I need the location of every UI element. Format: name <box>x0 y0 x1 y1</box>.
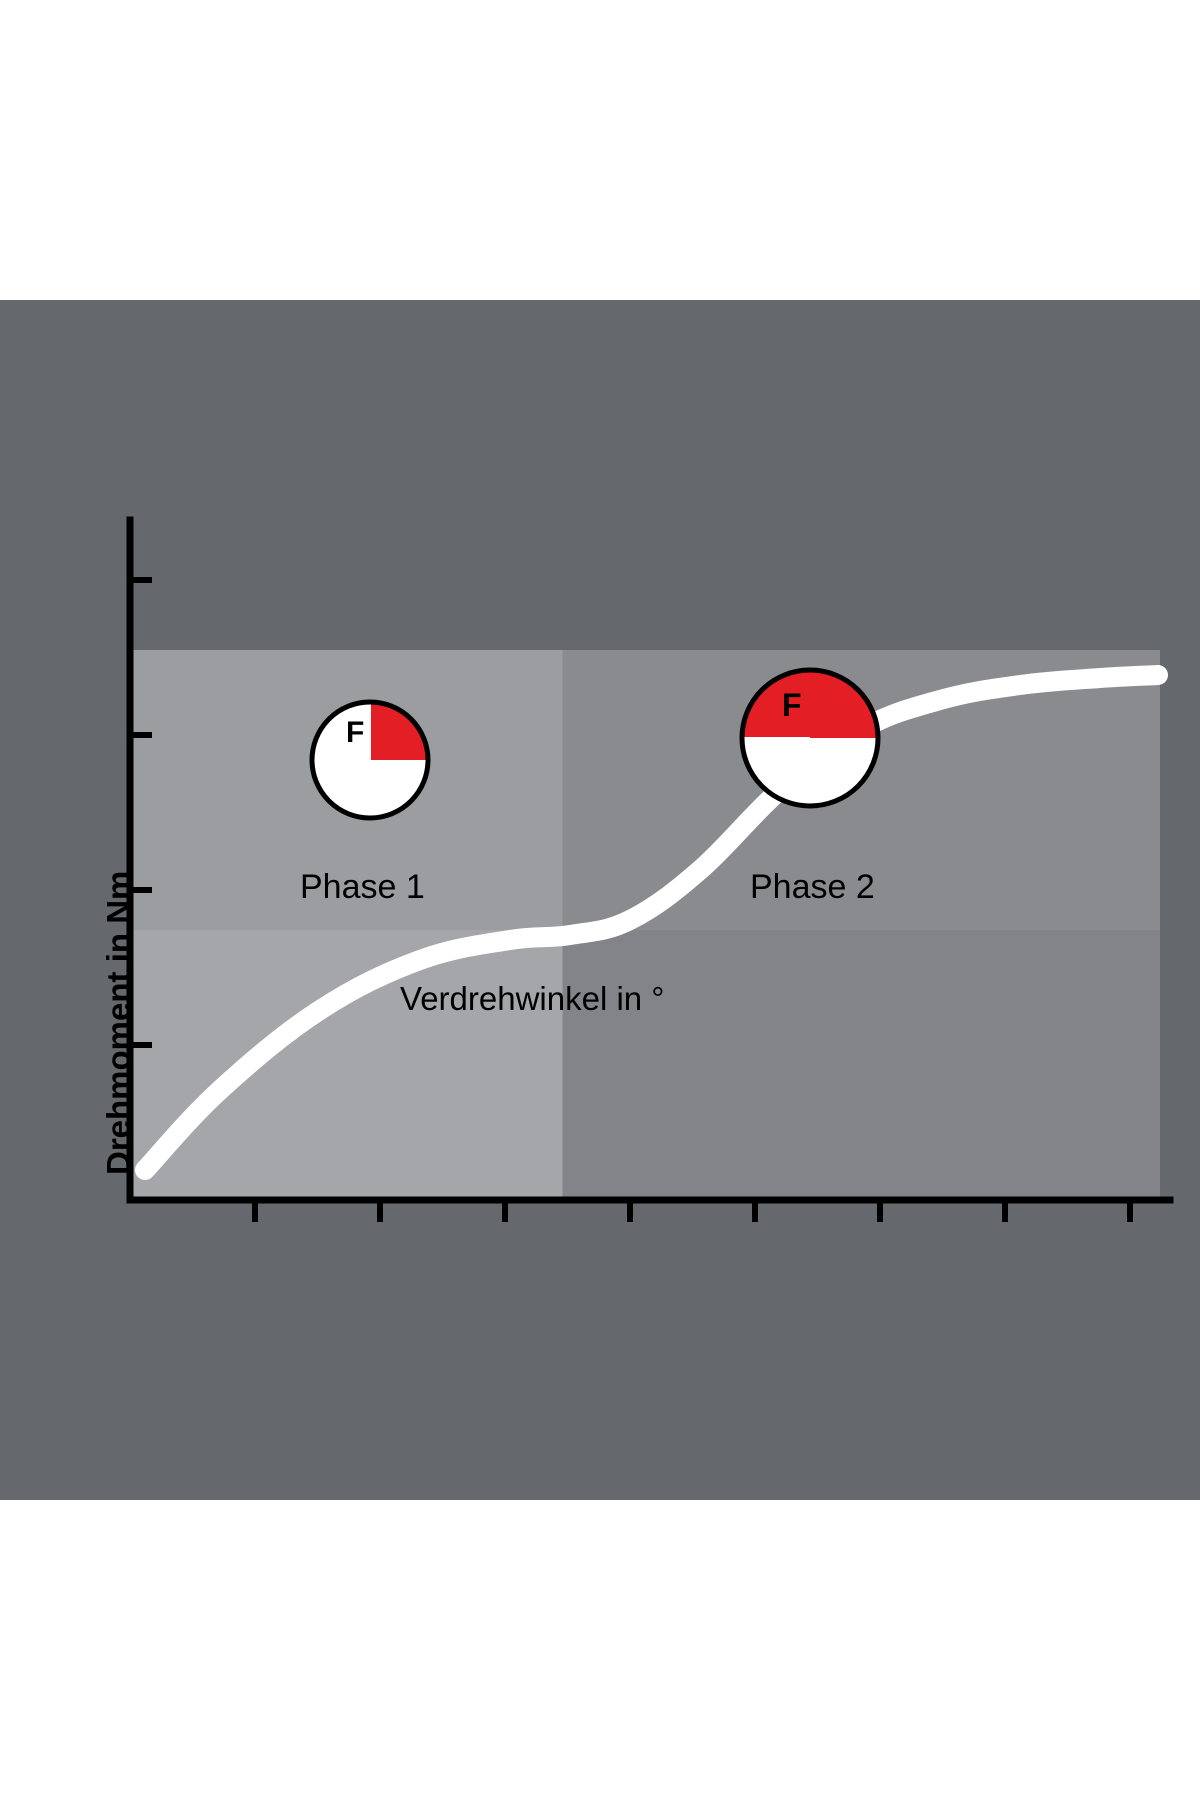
phase2-label: Phase 2 <box>750 868 875 907</box>
phase1-label: Phase 1 <box>300 868 425 907</box>
y-axis-label: Drehmoment in Nm <box>100 871 138 1175</box>
x-axis-label: Verdrehwinkel in ° <box>400 980 665 1018</box>
svg-text:F: F <box>346 716 364 749</box>
chart-svg: FF <box>0 300 1200 1500</box>
svg-text:F: F <box>782 687 802 723</box>
phase2-indicator: F <box>742 670 878 806</box>
torque-chart-panel: FF Drehmoment in Nm Phase 1 Phase 2 Verd… <box>0 300 1200 1500</box>
phase1-indicator: F <box>312 702 428 818</box>
